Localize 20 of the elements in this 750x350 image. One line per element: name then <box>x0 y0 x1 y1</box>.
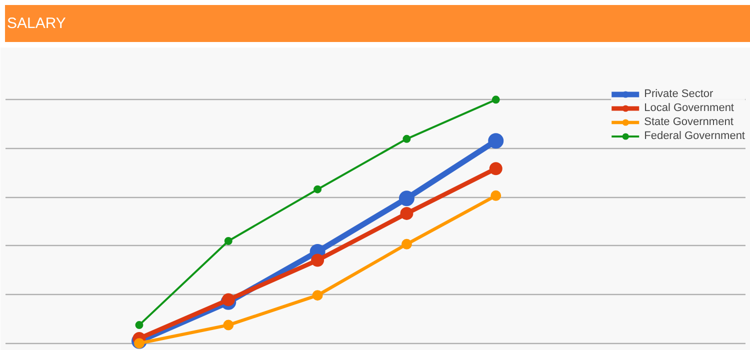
point <box>488 133 504 149</box>
legend-label: State Government <box>644 115 734 129</box>
point <box>222 293 235 306</box>
point <box>224 237 232 245</box>
point <box>314 185 322 194</box>
point <box>489 162 502 176</box>
point <box>135 321 144 330</box>
point <box>400 206 414 220</box>
point <box>401 238 412 250</box>
point <box>490 190 502 201</box>
chart-title: SALARY <box>7 14 66 34</box>
point <box>312 290 323 301</box>
point <box>398 190 414 206</box>
legend-label: Private Sector <box>644 87 714 101</box>
legend-label: Local Government <box>644 101 734 115</box>
point <box>311 254 324 267</box>
point <box>402 134 411 143</box>
point <box>492 96 500 104</box>
point <box>223 320 234 330</box>
legend-label: Federal Government <box>644 129 745 143</box>
